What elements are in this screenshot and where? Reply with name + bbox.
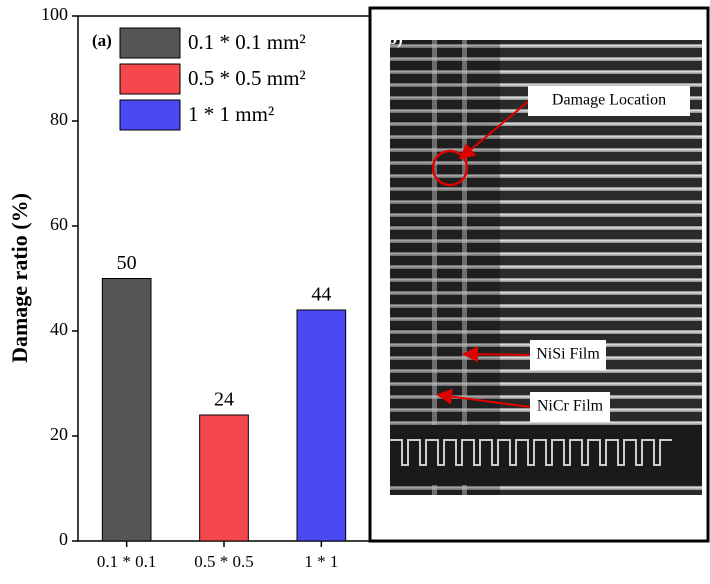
x-tick-label: 1 * 1 bbox=[304, 552, 338, 571]
bar bbox=[296, 309, 347, 542]
panel-label: (a) bbox=[92, 31, 112, 50]
damage-circle bbox=[431, 149, 469, 187]
x-tick-label: 0.5 * 0.5 bbox=[194, 552, 254, 571]
y-tick-label: 20 bbox=[50, 424, 68, 444]
legend-swatch bbox=[119, 99, 181, 131]
y-tick-label: 0 bbox=[59, 529, 68, 549]
y-tick-label: 100 bbox=[41, 4, 68, 24]
value-label: 24 bbox=[214, 389, 234, 411]
legend-label: 0.1 * 0.1 mm² bbox=[188, 30, 306, 54]
bar bbox=[199, 414, 249, 542]
photo-line bbox=[462, 40, 467, 495]
arrow bbox=[458, 99, 531, 160]
annotation-box bbox=[528, 86, 690, 116]
value-label: 44 bbox=[311, 284, 331, 306]
annotation: NiSi Film bbox=[536, 346, 600, 363]
y-tick-label: 60 bbox=[50, 214, 68, 234]
annotation: NiCr Film bbox=[537, 398, 604, 415]
x-tick-label: 0.1 * 0.1 bbox=[97, 552, 157, 571]
bar bbox=[101, 278, 152, 542]
y-tick-label: 40 bbox=[50, 319, 68, 339]
legend-swatch bbox=[119, 27, 181, 59]
legend-label: 0.5 * 0.5 mm² bbox=[188, 66, 306, 90]
y-axis-label: Damage ratio (%) bbox=[7, 193, 32, 363]
annotation: Damage Location bbox=[552, 92, 666, 109]
photo-shade bbox=[390, 40, 500, 495]
annotation-box bbox=[530, 340, 606, 370]
legend-label: 1 * 1 mm² bbox=[188, 102, 274, 126]
arrow bbox=[436, 388, 531, 408]
annotation-box bbox=[530, 392, 610, 422]
photo-pattern bbox=[390, 439, 672, 466]
y-tick-label: 80 bbox=[50, 109, 68, 129]
photo-line bbox=[432, 40, 437, 495]
legend-swatch bbox=[119, 63, 181, 95]
value-label: 50 bbox=[117, 252, 137, 274]
arrow bbox=[462, 346, 531, 363]
panel-label: (b) bbox=[382, 29, 403, 48]
